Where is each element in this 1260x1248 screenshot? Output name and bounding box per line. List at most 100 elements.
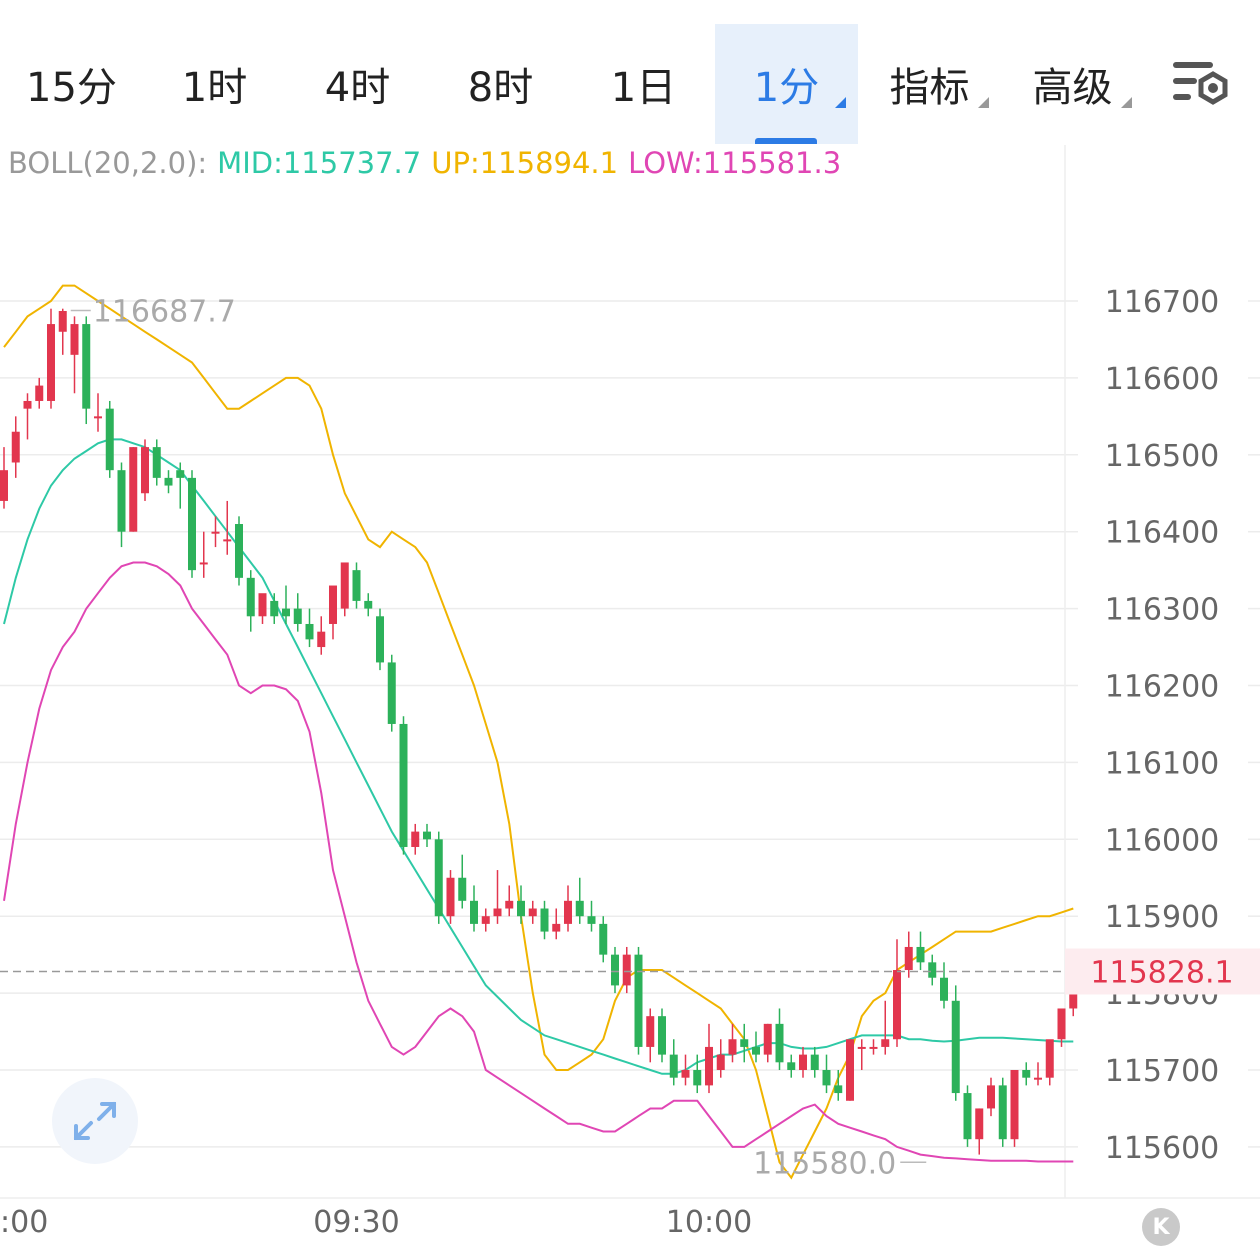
candle-body — [575, 900, 584, 917]
candle-body — [740, 1039, 749, 1047]
candle-body — [105, 408, 114, 471]
candle-body — [11, 431, 20, 463]
candle-body — [799, 1054, 807, 1070]
candle-body — [340, 562, 349, 609]
chart-settings-icon[interactable] — [1165, 52, 1235, 122]
k-line-button[interactable]: K — [1142, 1208, 1180, 1246]
candle-body — [752, 1046, 760, 1055]
tab-2[interactable]: 4时 — [286, 24, 429, 144]
dropdown-triangle-icon — [835, 97, 846, 108]
x-tick-label: 09:30 — [313, 1205, 399, 1240]
y-tick-label: 116000 — [1105, 823, 1220, 858]
tab-label: 15分 — [26, 65, 117, 111]
boll-up-value: UP:115894.1 — [431, 146, 619, 180]
candle-body — [270, 600, 279, 617]
candle-body — [763, 1023, 772, 1055]
candlestick-chart[interactable]: 116700 116600 116500 116400 116300 116200 1161… — [0, 140, 1260, 1248]
candle-body — [517, 900, 525, 917]
tab-label: 1分 — [753, 65, 820, 111]
y-tick-label: 116100 — [1105, 746, 1220, 781]
candle-body — [493, 908, 502, 917]
candle-body — [1022, 1070, 1031, 1078]
candle-body — [129, 447, 138, 532]
candle-body — [0, 470, 8, 501]
candle-body — [669, 1054, 678, 1078]
active-tab-underline — [755, 138, 817, 144]
y-tick-label: 115700 — [1105, 1054, 1220, 1089]
last-price-label: 115828.1 — [1090, 955, 1233, 990]
tab-4[interactable]: 1日 — [572, 24, 715, 144]
candle-body — [293, 608, 302, 624]
candle-body — [693, 1070, 702, 1086]
candle-body — [423, 831, 431, 840]
candle-body — [1034, 1077, 1042, 1080]
dropdown-triangle-icon — [978, 97, 989, 108]
dropdown-triangle-icon — [1121, 97, 1132, 108]
candle-body — [564, 900, 572, 924]
candle-body — [176, 470, 185, 478]
tab-label: 8时 — [467, 65, 534, 111]
candle-body — [305, 623, 314, 640]
candle-body — [893, 970, 901, 1040]
candle-body — [376, 616, 384, 663]
candle-body — [47, 324, 55, 401]
y-tick-label: 116300 — [1105, 593, 1220, 628]
x-tick-label: :00 — [0, 1205, 48, 1240]
candle-body — [998, 1085, 1007, 1140]
tab-6[interactable]: 指标 — [858, 24, 1001, 144]
y-tick-label: 116200 — [1105, 670, 1220, 705]
boll-mid-line — [3, 438, 1074, 1075]
tab-label: 1日 — [610, 65, 677, 111]
candle-body — [646, 1016, 655, 1047]
candle-body — [411, 831, 420, 847]
candle-body — [869, 1046, 878, 1049]
candle-body — [23, 400, 32, 409]
candle-body — [70, 324, 79, 355]
tab-1[interactable]: 1时 — [143, 24, 286, 144]
tab-label: 4时 — [324, 65, 391, 111]
candle-body — [552, 923, 561, 932]
y-tick-label: 115900 — [1105, 900, 1220, 935]
candle-body — [470, 900, 478, 924]
candle-body — [705, 1046, 713, 1086]
candle-body — [387, 662, 396, 724]
candle-body — [975, 1108, 984, 1140]
candle-body — [329, 585, 337, 624]
candle-body — [446, 877, 455, 917]
candle-body — [481, 916, 490, 924]
candle-body — [834, 1085, 843, 1094]
candle-body — [505, 900, 514, 909]
candle-body — [775, 1023, 784, 1063]
tab-label: 指标 — [889, 65, 970, 111]
candle-body — [94, 416, 102, 419]
expand-arrows-icon — [74, 1102, 116, 1140]
candle-body — [458, 877, 467, 901]
candle-body — [904, 946, 913, 971]
candle-body — [282, 608, 290, 617]
candle-body — [587, 916, 596, 924]
y-tick-label: 116500 — [1105, 439, 1220, 474]
candle-body — [857, 1046, 866, 1049]
candle-body — [117, 470, 126, 532]
tab-7[interactable]: 高级 — [1001, 24, 1144, 144]
candle-body — [951, 1000, 960, 1094]
max-price-label: 116687.7 — [93, 294, 236, 329]
candle-body — [881, 1039, 890, 1047]
candle-body — [634, 954, 643, 1047]
candle-body — [364, 600, 373, 609]
candle-body — [728, 1039, 737, 1055]
expand-button[interactable] — [52, 1078, 138, 1164]
candle-body — [987, 1085, 995, 1109]
candle-body — [352, 570, 361, 601]
tab-0[interactable]: 15分 — [0, 24, 143, 144]
candle-body — [399, 723, 408, 847]
candle-body — [223, 539, 232, 542]
tab-3[interactable]: 8时 — [429, 24, 572, 144]
y-tick-label: 116400 — [1105, 516, 1220, 551]
tab-5[interactable]: 1分 — [715, 24, 858, 144]
candle-body — [188, 477, 196, 571]
candle-body — [658, 1016, 666, 1055]
candle-body — [599, 923, 608, 955]
y-tick-label: 115600 — [1105, 1131, 1220, 1166]
boll-low-value: LOW:115581.3 — [628, 146, 842, 180]
